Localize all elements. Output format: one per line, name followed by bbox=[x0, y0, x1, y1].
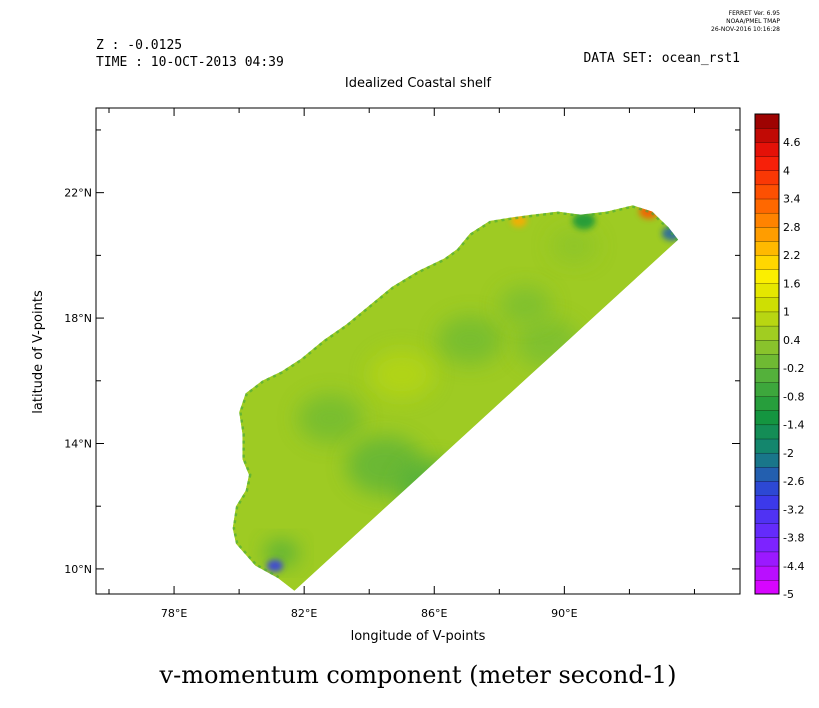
colorbar-frame bbox=[754, 113, 780, 595]
colorbar-band-33 bbox=[754, 113, 780, 129]
x-tick-label-90: 90°E bbox=[551, 607, 577, 620]
field-feature-4 bbox=[515, 318, 581, 368]
time-label: TIME : 10-OCT-2013 04:39 bbox=[96, 55, 284, 70]
colorbar-band-32 bbox=[754, 127, 780, 143]
colorbar-label: 1.6 bbox=[783, 277, 801, 290]
colorbar-band-30 bbox=[754, 156, 780, 171]
field-background bbox=[232, 205, 679, 591]
colorbar-band-13 bbox=[754, 396, 780, 411]
field-feature-8 bbox=[265, 541, 298, 566]
field-feature-3 bbox=[437, 315, 503, 365]
colorbar-label: 2.2 bbox=[783, 249, 801, 262]
colorbar-band-15 bbox=[754, 367, 780, 383]
colorbar-label: -2.6 bbox=[783, 475, 804, 488]
colorbar-label: -5 bbox=[783, 588, 794, 601]
colorbar-band-5 bbox=[754, 509, 780, 524]
z-level-label: Z : -0.0125 bbox=[96, 38, 182, 53]
colorbar-band-26 bbox=[754, 212, 780, 228]
colorbar-band-9 bbox=[754, 452, 780, 468]
colorbar-band-1 bbox=[754, 565, 780, 581]
colorbar-label: -4.4 bbox=[783, 560, 804, 573]
colorbar-band-4 bbox=[754, 523, 780, 538]
chart-title: v-momentum component (meter second-1) bbox=[159, 661, 677, 689]
field-feature-1 bbox=[346, 436, 425, 495]
x-tick-label-78: 78°E bbox=[161, 607, 187, 620]
colorbar-band-6 bbox=[754, 495, 780, 510]
colorbar-band-17 bbox=[754, 339, 780, 355]
y-tick-label-22: 22°N bbox=[64, 187, 92, 200]
colorbar-band-16 bbox=[754, 353, 780, 369]
colorbar-band-7 bbox=[754, 480, 780, 496]
colorbar-label: -0.2 bbox=[783, 362, 804, 375]
field-layer bbox=[232, 205, 679, 591]
colorbar-band-23 bbox=[754, 255, 780, 270]
colorbar-band-8 bbox=[754, 466, 780, 482]
colorbar-band-0 bbox=[754, 579, 780, 595]
field-feature-7 bbox=[551, 228, 597, 264]
colorbar-band-21 bbox=[754, 283, 780, 298]
field-feature-0 bbox=[297, 394, 363, 443]
colorbar-band-14 bbox=[754, 382, 780, 397]
colorbar-label: 0.4 bbox=[783, 334, 801, 347]
colorbar-label: 4 bbox=[783, 165, 790, 178]
x-tick-label-86: 86°E bbox=[421, 607, 447, 620]
colorbar-band-10 bbox=[754, 438, 780, 454]
colorbar-band-12 bbox=[754, 410, 780, 426]
colorbar-label: -0.8 bbox=[783, 390, 804, 403]
colorbar-label: -2 bbox=[783, 447, 794, 460]
colorbar-band-27 bbox=[754, 198, 780, 214]
field-feature-6 bbox=[369, 350, 435, 399]
field-masked-group bbox=[232, 205, 679, 591]
colorbar-band-25 bbox=[754, 226, 780, 242]
y-axis-label: latitude of V-points bbox=[31, 290, 46, 414]
colorbar-label: 3.4 bbox=[783, 193, 801, 206]
ferret-date-label: 26-NOV-2016 10:16:28 bbox=[711, 26, 780, 33]
colorbar: 4.6 4 3.4 2.8 2.2 1.6 1 0.4 -0.2 -0.8 -1.4 -2 -2.6 -3… bbox=[754, 113, 804, 601]
colorbar-label: -3.8 bbox=[783, 532, 804, 545]
dataset-label: DATA SET: ocean_rst1 bbox=[583, 51, 740, 66]
colorbar-label: 1 bbox=[783, 306, 790, 319]
field-feature-2 bbox=[398, 460, 471, 515]
colorbar-band-22 bbox=[754, 269, 780, 284]
colorbar-label: 2.8 bbox=[783, 221, 801, 234]
colorbar-label: -1.4 bbox=[783, 419, 804, 432]
ferret-org-label: NOAA/PMEL TMAP bbox=[726, 18, 780, 25]
y-tick-label-10: 10°N bbox=[64, 563, 92, 576]
plot-frame bbox=[95, 107, 741, 595]
field-feature-9 bbox=[266, 559, 283, 572]
colorbar-band-19 bbox=[754, 311, 780, 327]
y-tick-label-14: 14°N bbox=[64, 437, 92, 450]
colorbar-band-2 bbox=[754, 551, 780, 567]
plot-subtitle: Idealized Coastal shelf bbox=[345, 76, 492, 91]
colorbar-band-18 bbox=[754, 325, 780, 341]
colorbar-label: -3.2 bbox=[783, 503, 804, 516]
colorbar-band-31 bbox=[754, 142, 780, 157]
ferret-version-label: FERRET Ver. 6.95 bbox=[729, 10, 781, 17]
colorbar-band-11 bbox=[754, 424, 780, 440]
colorbar-band-20 bbox=[754, 297, 780, 313]
x-axis-label: longitude of V-points bbox=[351, 629, 486, 644]
colorbar-band-29 bbox=[754, 170, 780, 186]
x-tick-label-82: 82°E bbox=[291, 607, 317, 620]
colorbar-band-3 bbox=[754, 537, 780, 553]
y-tick-label-18: 18°N bbox=[64, 312, 92, 325]
axis-ticks: 78°E 82°E 86°E 90°E 10°N 14°N 18°N 22°N bbox=[64, 108, 740, 620]
field-feature-11 bbox=[639, 205, 659, 219]
colorbar-label: 4.6 bbox=[783, 136, 801, 149]
field-feature-5 bbox=[499, 286, 552, 325]
colorbar-band-28 bbox=[754, 184, 780, 200]
colorbar-band-24 bbox=[754, 240, 780, 256]
